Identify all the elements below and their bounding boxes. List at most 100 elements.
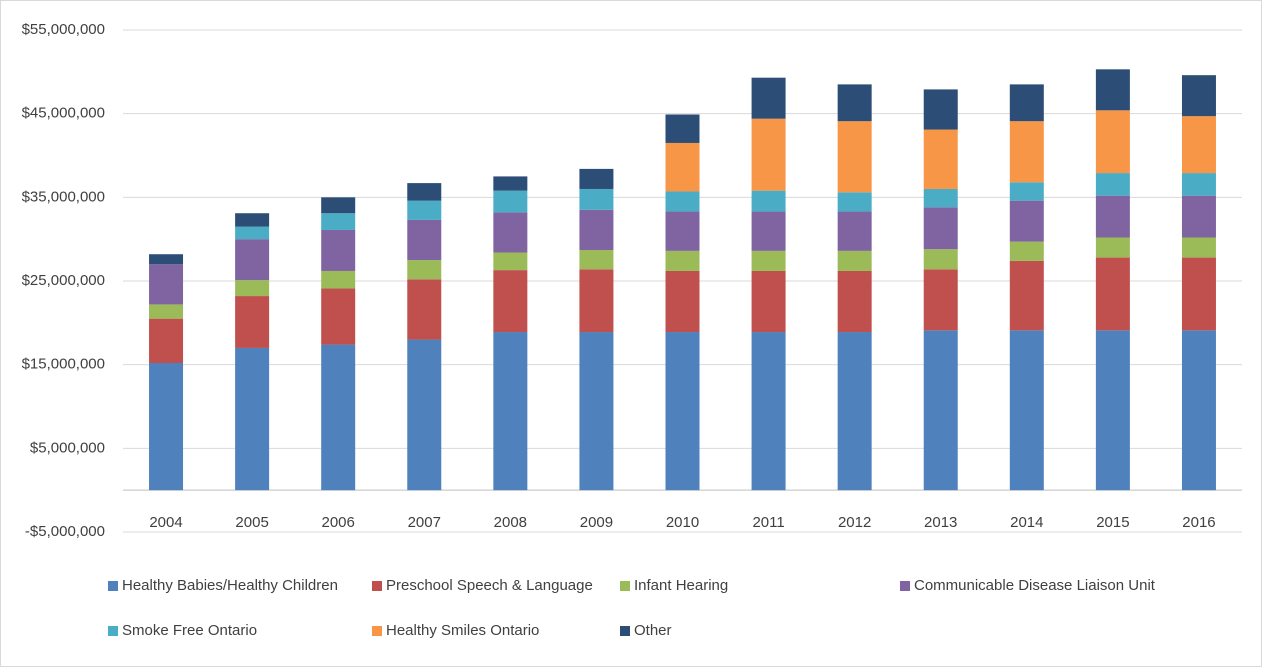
bar-segment bbox=[149, 318, 184, 363]
bar-segment bbox=[751, 77, 786, 119]
legend-label: Healthy Smiles Ontario bbox=[386, 622, 539, 639]
legend-label: Healthy Babies/Healthy Children bbox=[122, 577, 338, 594]
bar-segment bbox=[923, 207, 958, 250]
bar-segment bbox=[493, 270, 528, 333]
bar-segment bbox=[149, 254, 184, 265]
bar-segment bbox=[751, 118, 786, 191]
x-tick-label: 2010 bbox=[666, 514, 699, 531]
bar-segment bbox=[923, 249, 958, 270]
bar-segment bbox=[407, 200, 442, 220]
bar-segment bbox=[321, 229, 356, 271]
bar-segment bbox=[837, 121, 872, 193]
bar-segment bbox=[1181, 173, 1216, 196]
bar-segment bbox=[1095, 237, 1130, 258]
bar-segment bbox=[235, 296, 270, 348]
legend-label: Communicable Disease Liaison Unit bbox=[914, 577, 1156, 594]
bar-segment bbox=[923, 269, 958, 331]
bar-segment bbox=[751, 190, 786, 212]
bar-segment bbox=[665, 114, 700, 143]
bar-segment bbox=[1095, 195, 1130, 238]
bar-segment bbox=[1095, 257, 1130, 331]
bar-segment bbox=[1181, 75, 1216, 117]
bar-segment bbox=[407, 183, 442, 201]
bar-segment bbox=[149, 362, 184, 491]
y-tick-label: $15,000,000 bbox=[22, 356, 105, 373]
x-tick-label: 2014 bbox=[1010, 514, 1043, 531]
x-tick-label: 2011 bbox=[752, 514, 784, 531]
bar-segment bbox=[751, 250, 786, 271]
bar-segment bbox=[321, 288, 356, 345]
bar-segment bbox=[665, 270, 700, 333]
x-tick-label: 2006 bbox=[322, 514, 355, 531]
x-tick-label: 2005 bbox=[235, 514, 268, 531]
bar-segment bbox=[665, 332, 700, 491]
bar-segment bbox=[665, 250, 700, 271]
legend-swatch bbox=[372, 626, 382, 636]
bar-segment bbox=[579, 209, 614, 251]
bar-segment bbox=[493, 190, 528, 213]
bar-segment bbox=[407, 260, 442, 280]
bar-segment bbox=[1181, 237, 1216, 258]
bar-segment bbox=[579, 188, 614, 210]
bar-segment bbox=[321, 213, 356, 230]
bar-segment bbox=[923, 89, 958, 130]
bar-segment bbox=[579, 250, 614, 270]
bar-segment bbox=[837, 250, 872, 271]
bar-segment bbox=[321, 344, 356, 491]
bar-segment bbox=[837, 270, 872, 333]
bar-segment bbox=[407, 339, 442, 491]
bar-segment bbox=[665, 142, 700, 192]
legend-swatch bbox=[900, 581, 910, 591]
bar-segment bbox=[837, 211, 872, 251]
x-tick-label: 2012 bbox=[838, 514, 871, 531]
bar-segment bbox=[751, 211, 786, 251]
bar-segment bbox=[1095, 69, 1130, 111]
bar-segment bbox=[149, 264, 184, 305]
bar-segment bbox=[751, 270, 786, 333]
x-tick-label: 2008 bbox=[494, 514, 527, 531]
bar-segment bbox=[1009, 121, 1044, 183]
bar-segment bbox=[493, 176, 528, 191]
bar-segment bbox=[1009, 84, 1044, 122]
x-tick-label: 2004 bbox=[149, 514, 182, 531]
bar-segment bbox=[923, 188, 958, 208]
bar-segment bbox=[923, 330, 958, 491]
bar-segment bbox=[837, 84, 872, 122]
bar-segment bbox=[235, 226, 270, 240]
bar-segment bbox=[579, 332, 614, 491]
bar-segment bbox=[493, 252, 528, 271]
bar-segment bbox=[235, 280, 270, 297]
legend-swatch bbox=[108, 626, 118, 636]
bar-segment bbox=[493, 332, 528, 491]
bar-segment bbox=[321, 270, 356, 289]
legend-label: Smoke Free Ontario bbox=[122, 622, 257, 639]
y-tick-label: $5,000,000 bbox=[30, 439, 105, 456]
legend-swatch bbox=[372, 581, 382, 591]
bar-segment bbox=[321, 197, 356, 214]
bar-segment bbox=[1095, 330, 1130, 491]
legend-label: Infant Hearing bbox=[634, 577, 728, 594]
y-tick-label: -$5,000,000 bbox=[25, 523, 105, 540]
x-tick-label: 2009 bbox=[580, 514, 613, 531]
y-tick-label: $35,000,000 bbox=[22, 188, 105, 205]
bar-segment bbox=[579, 269, 614, 333]
x-tick-label: 2016 bbox=[1182, 514, 1215, 531]
bar-segment bbox=[407, 279, 442, 340]
legend-label: Preschool Speech & Language bbox=[386, 577, 593, 594]
y-tick-label: $55,000,000 bbox=[22, 21, 105, 38]
bar-segment bbox=[235, 347, 270, 491]
bar-segment bbox=[837, 332, 872, 491]
bar-segment bbox=[923, 129, 958, 189]
bar-segment bbox=[1009, 241, 1044, 261]
bar-segment bbox=[837, 192, 872, 212]
bar-segment bbox=[235, 213, 270, 227]
bar-segment bbox=[665, 191, 700, 212]
y-tick-label: $45,000,000 bbox=[22, 105, 105, 122]
x-tick-label: 2013 bbox=[924, 514, 957, 531]
bar-segment bbox=[1009, 200, 1044, 242]
bar-segment bbox=[235, 239, 270, 281]
bar-segment bbox=[1095, 173, 1130, 196]
legend-swatch bbox=[108, 581, 118, 591]
bar-segment bbox=[665, 211, 700, 251]
